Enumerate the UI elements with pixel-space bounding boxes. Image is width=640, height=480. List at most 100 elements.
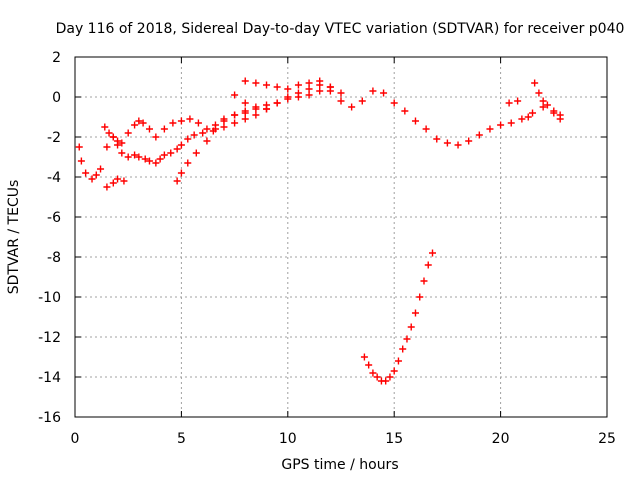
data-point xyxy=(118,149,126,157)
data-point xyxy=(186,115,194,123)
data-point xyxy=(416,293,424,301)
data-point xyxy=(486,125,494,133)
data-point xyxy=(399,345,407,353)
data-point xyxy=(365,361,373,369)
data-point xyxy=(231,119,239,127)
y-tick-label: -2 xyxy=(47,130,61,146)
data-point xyxy=(360,353,368,361)
data-point xyxy=(390,99,398,107)
data-point xyxy=(82,169,90,177)
series-dip-band xyxy=(231,91,271,113)
data-point xyxy=(443,139,451,147)
data-point xyxy=(139,119,147,127)
data-point xyxy=(120,177,128,185)
data-point xyxy=(241,109,249,117)
data-point xyxy=(241,99,249,107)
y-tick-label: -10 xyxy=(38,290,61,306)
data-point xyxy=(77,157,85,165)
data-point xyxy=(156,155,164,163)
data-point xyxy=(305,85,313,93)
y-tick-label: 2 xyxy=(52,50,61,66)
series-deep-dip xyxy=(360,249,437,385)
data-point xyxy=(241,77,249,85)
data-point xyxy=(231,111,239,119)
data-point xyxy=(550,109,558,117)
x-tick-label: 0 xyxy=(71,431,80,447)
y-tick-label: 0 xyxy=(52,90,61,106)
data-point xyxy=(407,323,415,331)
data-point xyxy=(420,277,428,285)
data-point xyxy=(252,79,260,87)
y-tick-label: -12 xyxy=(38,330,61,346)
data-point xyxy=(169,119,177,127)
data-point xyxy=(424,261,432,269)
series-right-spikes xyxy=(505,79,564,123)
data-point xyxy=(373,373,381,381)
data-point xyxy=(433,135,441,143)
series-upper-band xyxy=(101,83,334,147)
chart-title: Day 116 of 2018, Sidereal Day-to-day VTE… xyxy=(56,21,625,37)
y-tick-label: -16 xyxy=(38,410,61,426)
y-axis-label: SDTVAR / TECUs xyxy=(6,180,22,295)
data-point xyxy=(103,143,111,151)
data-point xyxy=(531,79,539,87)
data-point xyxy=(145,157,153,165)
data-point xyxy=(135,117,143,125)
x-tick-label: 5 xyxy=(177,431,186,447)
data-point xyxy=(152,133,160,141)
x-tick-label: 20 xyxy=(492,431,510,447)
data-point xyxy=(394,357,402,365)
data-point xyxy=(141,155,149,163)
data-point xyxy=(316,77,324,85)
data-point xyxy=(337,97,345,105)
data-point xyxy=(316,87,324,95)
y-tick-label: -4 xyxy=(47,170,61,186)
data-point xyxy=(514,97,522,105)
data-point xyxy=(190,131,198,139)
data-point xyxy=(454,141,462,149)
data-point xyxy=(75,143,83,151)
data-point xyxy=(403,335,411,343)
x-tick-label: 25 xyxy=(598,431,616,447)
data-point xyxy=(505,99,513,107)
data-point xyxy=(348,103,356,111)
data-point xyxy=(337,89,345,97)
data-point xyxy=(411,117,419,125)
data-point xyxy=(294,93,302,101)
data-point xyxy=(160,151,168,159)
data-point xyxy=(369,369,377,377)
x-axis-label: GPS time / hours xyxy=(281,457,398,473)
plot-frame xyxy=(74,56,608,418)
data-point xyxy=(124,153,132,161)
data-point xyxy=(194,119,202,127)
data-point xyxy=(465,137,473,145)
data-point xyxy=(369,87,377,95)
data-point xyxy=(177,169,185,177)
data-point xyxy=(241,115,249,123)
data-point xyxy=(173,145,181,153)
data-point xyxy=(305,79,313,87)
data-point xyxy=(543,101,551,109)
data-point xyxy=(97,165,105,173)
data-point xyxy=(118,139,126,147)
data-point xyxy=(131,151,139,159)
data-point xyxy=(507,119,515,127)
data-point xyxy=(556,115,564,123)
x-tick-label: 15 xyxy=(385,431,403,447)
data-point xyxy=(390,367,398,375)
data-point xyxy=(305,91,313,99)
data-point xyxy=(199,129,207,137)
data-point xyxy=(101,123,109,131)
data-point xyxy=(109,133,117,141)
data-point xyxy=(524,113,532,121)
data-point xyxy=(109,179,117,187)
data-point xyxy=(263,81,271,89)
data-point xyxy=(145,125,153,133)
data-point xyxy=(535,89,543,97)
series-hump-band xyxy=(241,77,345,97)
data-point xyxy=(539,97,547,105)
data-point xyxy=(382,377,390,385)
